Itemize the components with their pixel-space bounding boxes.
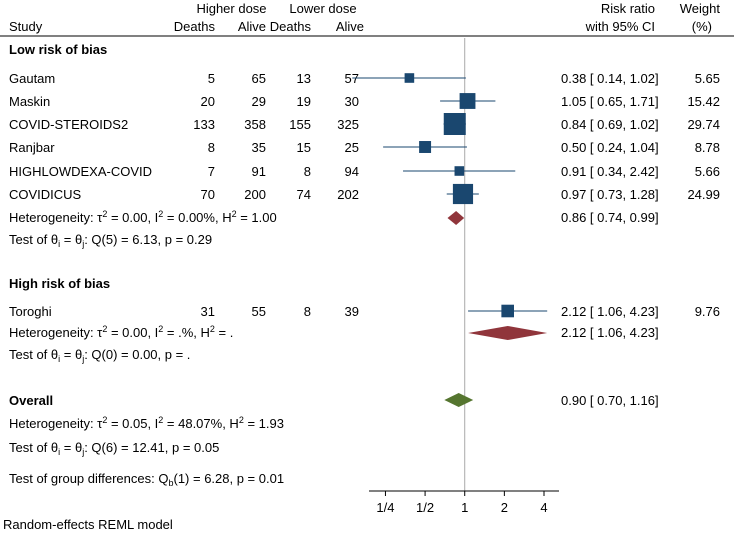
ld-deaths-value: 74 [297, 187, 311, 202]
hd-alive-value: 29 [252, 94, 266, 109]
ci-text: 0.97 [ 0.73, 1.28] [561, 187, 659, 202]
ci-text: 2.12 [ 1.06, 4.23] [561, 304, 659, 319]
ci-text: 0.50 [ 0.24, 1.04] [561, 140, 659, 155]
x-tick-label: 1 [461, 500, 468, 515]
hd-alive-value: 35 [252, 140, 266, 155]
header-higher-dose: Higher dose [196, 1, 266, 16]
study-marker [454, 166, 465, 176]
study-name: HIGHLOWDEXA-COVID [9, 164, 152, 179]
study-name: Ranjbar [9, 140, 55, 155]
summary-diamond-low-risk [447, 211, 465, 225]
study-marker [459, 93, 476, 109]
header-study: Study [9, 19, 43, 34]
ld-deaths-value: 13 [297, 71, 311, 86]
footnote-model: Random-effects REML model [3, 517, 173, 532]
x-tick-label: 2 [501, 500, 508, 515]
study-name: Toroghi [9, 304, 52, 319]
weight-value: 24.99 [687, 187, 720, 202]
header-hd-alive: Alive [238, 19, 266, 34]
ld-deaths-value: 155 [289, 117, 311, 132]
hd-alive-value: 65 [252, 71, 266, 86]
heterogeneity-low-risk: Heterogeneity: τ2 = 0.00, I2 = 0.00%, H2… [9, 209, 277, 225]
study-marker [501, 304, 514, 318]
overall-ci: 0.90 [ 0.70, 1.16] [561, 393, 659, 408]
ci-text: 0.91 [ 0.34, 2.42] [561, 164, 659, 179]
test-group-differences: Test of group differences: Qb(1) = 6.28,… [9, 471, 284, 488]
overall-title: Overall [9, 393, 53, 408]
x-tick-label: 1/2 [416, 500, 434, 515]
header-lower-dose: Lower dose [289, 1, 356, 16]
ld-deaths-value: 8 [304, 164, 311, 179]
hd-deaths-value: 8 [208, 140, 215, 155]
test-overall: Test of θi = θj: Q(6) = 12.41, p = 0.05 [9, 440, 219, 457]
study-name: COVID-STEROIDS2 [9, 117, 128, 132]
hd-deaths-value: 31 [201, 304, 215, 319]
ld-deaths-value: 19 [297, 94, 311, 109]
test-low-risk: Test of θi = θj: Q(5) = 6.13, p = 0.29 [9, 232, 212, 249]
ci-text: 0.84 [ 0.69, 1.02] [561, 117, 659, 132]
weight-value: 29.74 [687, 117, 720, 132]
hd-alive-value: 91 [252, 164, 266, 179]
summary-diamond-high-risk [468, 326, 548, 340]
hd-deaths-value: 5 [208, 71, 215, 86]
hd-deaths-value: 133 [193, 117, 215, 132]
study-marker [443, 113, 466, 135]
hd-alive-value: 55 [252, 304, 266, 319]
ld-alive-value: 94 [345, 164, 359, 179]
summary-ci-low-risk: 0.86 [ 0.74, 0.99] [561, 210, 659, 225]
hd-deaths-value: 70 [201, 187, 215, 202]
x-tick-label: 4 [540, 500, 547, 515]
ld-deaths-value: 15 [297, 140, 311, 155]
weight-value: 5.66 [695, 164, 720, 179]
ld-alive-value: 39 [345, 304, 359, 319]
header-ld-alive: Alive [336, 19, 364, 34]
heterogeneity-high-risk: Heterogeneity: τ2 = 0.00, I2 = .%, H2 = … [9, 324, 233, 340]
weight-value: 9.76 [695, 304, 720, 319]
hd-alive-value: 358 [244, 117, 266, 132]
overall-diamond [444, 393, 474, 407]
header-ci: with 95% CI [585, 19, 655, 34]
header-weight: Weight [680, 1, 721, 16]
ld-alive-value: 30 [345, 94, 359, 109]
weight-value: 15.42 [687, 94, 720, 109]
ci-text: 0.38 [ 0.14, 1.02] [561, 71, 659, 86]
group-title-high-risk: High risk of bias [9, 276, 110, 291]
ci-text: 1.05 [ 0.65, 1.71] [561, 94, 659, 109]
study-marker [419, 141, 432, 153]
header-weight-pct: (%) [692, 19, 712, 34]
summary-ci-high-risk: 2.12 [ 1.06, 4.23] [561, 325, 659, 340]
weight-value: 5.65 [695, 71, 720, 86]
ld-deaths-value: 8 [304, 304, 311, 319]
study-marker [404, 73, 415, 83]
hd-deaths-value: 20 [201, 94, 215, 109]
header-ld-deaths: Deaths [270, 19, 312, 34]
study-name: Gautam [9, 71, 55, 86]
ld-alive-value: 325 [337, 117, 359, 132]
ld-alive-value: 202 [337, 187, 359, 202]
hd-alive-value: 200 [244, 187, 266, 202]
ld-alive-value: 57 [345, 71, 359, 86]
study-name: Maskin [9, 94, 50, 109]
heterogeneity-overall: Heterogeneity: τ2 = 0.05, I2 = 48.07%, H… [9, 415, 284, 431]
ld-alive-value: 25 [345, 140, 359, 155]
x-tick-label: 1/4 [376, 500, 394, 515]
header-risk-ratio: Risk ratio [601, 1, 655, 16]
study-marker [452, 183, 474, 205]
header-hd-deaths: Deaths [174, 19, 216, 34]
test-high-risk: Test of θi = θj: Q(0) = 0.00, p = . [9, 347, 190, 364]
weight-value: 8.78 [695, 140, 720, 155]
hd-deaths-value: 7 [208, 164, 215, 179]
study-name: COVIDICUS [9, 187, 82, 202]
group-title-low-risk: Low risk of bias [9, 42, 107, 57]
